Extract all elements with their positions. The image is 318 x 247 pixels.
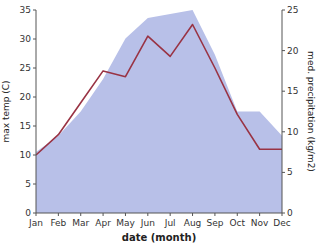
x-tick-label: Nov — [251, 218, 269, 228]
y-tick — [33, 155, 36, 156]
y2-tick-label: 0 — [287, 208, 293, 218]
y-tick-label: 30 — [20, 34, 32, 44]
y-tick-label: 0 — [25, 208, 31, 218]
x-tick — [259, 213, 260, 216]
y-tick-label: 35 — [20, 5, 31, 15]
y-tick-label: 10 — [20, 150, 32, 160]
y2-tick — [282, 131, 285, 132]
y-tick-label: 20 — [20, 92, 32, 102]
y-axis-line — [36, 10, 37, 213]
temperature-line — [36, 25, 282, 156]
y-tick — [33, 68, 36, 69]
x-tick-label: Sep — [206, 218, 223, 228]
y2-tick — [282, 172, 285, 173]
x-tick-label: Oct — [229, 218, 245, 228]
x-axis-line — [36, 213, 282, 214]
x-tick-label: Feb — [50, 218, 66, 228]
x-tick-label: Aug — [184, 218, 202, 228]
y2-axis-line — [282, 10, 283, 213]
y2-tick — [282, 213, 285, 214]
y-tick — [33, 213, 36, 214]
y2-tick — [282, 50, 285, 51]
x-tick — [80, 213, 81, 216]
x-tick-label: Apr — [95, 218, 111, 228]
precipitation-area — [36, 10, 282, 213]
x-tick — [147, 213, 148, 216]
x-tick — [214, 213, 215, 216]
y2-tick-label: 20 — [287, 46, 299, 56]
y2-tick-label: 15 — [287, 86, 298, 96]
chart: Jan Feb Mar Apr May Jun Jul Aug Sep Oct Nov Dec date… — [0, 0, 318, 247]
x-tick — [103, 213, 104, 216]
y-tick — [33, 126, 36, 127]
y-tick — [33, 39, 36, 40]
x-tick — [58, 213, 59, 216]
y-tick — [33, 184, 36, 185]
y2-tick — [282, 91, 285, 92]
x-axis-label: date (month) — [122, 232, 196, 243]
x-tick-label: Jan — [28, 218, 43, 228]
y2-axis-label: med. precipitation (kg/m2) — [306, 51, 316, 172]
y2-tick-label: 5 — [287, 167, 293, 177]
y2-tick — [282, 10, 285, 11]
y-tick-label: 15 — [20, 121, 31, 131]
x-tick-label: May — [116, 218, 135, 228]
x-tick — [192, 213, 193, 216]
x-tick-label: Jul — [164, 218, 176, 228]
x-tick — [237, 213, 238, 216]
y-tick-label: 5 — [25, 179, 31, 189]
plot-area — [36, 10, 282, 213]
x-tick — [170, 213, 171, 216]
y2-tick-label: 25 — [287, 5, 298, 15]
x-tick — [125, 213, 126, 216]
y-tick-label: 25 — [20, 63, 31, 73]
y-tick — [33, 97, 36, 98]
y-axis-label: max temp (C) — [1, 80, 11, 142]
x-tick-label: Mar — [72, 218, 89, 228]
x-tick-label: Jun — [140, 218, 155, 228]
y-tick — [33, 10, 36, 11]
y2-tick-label: 10 — [287, 127, 299, 137]
x-tick-label: Dec — [273, 218, 290, 228]
